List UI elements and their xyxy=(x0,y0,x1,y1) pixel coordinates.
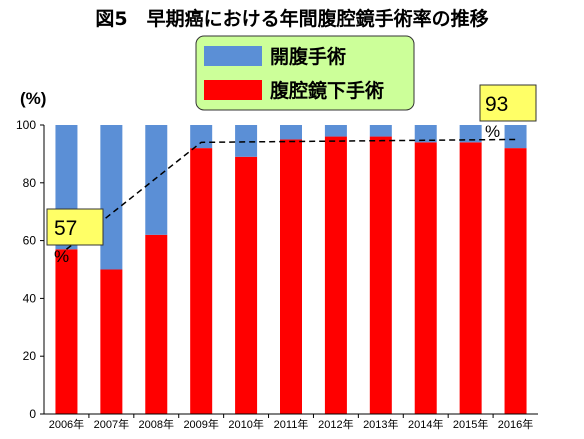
callout-unit-2016: % xyxy=(485,122,500,141)
legend-swatch-open xyxy=(204,46,262,66)
bar-open xyxy=(459,125,482,143)
bar-laparoscopic xyxy=(235,156,258,415)
y-axis: 0 20 40 60 80 100 xyxy=(16,118,44,421)
callout-2006: 57 % xyxy=(46,208,104,266)
bar-open xyxy=(369,125,392,137)
bar-open xyxy=(280,125,302,140)
callout-box-2006 xyxy=(46,208,104,246)
bar-open xyxy=(414,125,437,143)
y-tick-label: 100 xyxy=(16,118,36,132)
bar-open xyxy=(100,125,123,270)
bars xyxy=(55,125,527,415)
y-tick-label: 20 xyxy=(23,349,37,363)
bar-laparoscopic xyxy=(145,234,168,414)
x-tick-label: 2007年 xyxy=(94,417,129,431)
x-tick-label: 2014年 xyxy=(408,417,443,431)
legend-label-laparoscopic: 腹腔鏡下手術 xyxy=(269,79,384,102)
bar-open xyxy=(190,125,213,149)
x-tick-label: 2009年 xyxy=(183,417,218,431)
bar-open xyxy=(504,125,527,149)
callout-unit-2006: % xyxy=(54,247,69,266)
legend-label-open: 開腹手術 xyxy=(270,45,346,68)
chart-title: 図5 早期癌における年間腹腔鏡手術率の推移 xyxy=(95,7,488,30)
callout-value-2016: 93 xyxy=(485,93,508,116)
y-tick-label: 80 xyxy=(23,176,37,190)
callout-box-2016 xyxy=(479,84,537,122)
callout-2016: 93 % xyxy=(479,84,537,141)
bar-laparoscopic xyxy=(369,136,392,414)
legend: 開腹手術 腹腔鏡下手術 xyxy=(195,35,415,111)
x-tick-label: 2016年 xyxy=(498,417,533,431)
x-tick-label: 2010年 xyxy=(228,417,263,431)
callout-value-2006: 57 xyxy=(54,217,77,240)
bar-laparoscopic xyxy=(100,269,123,414)
bar-laparoscopic xyxy=(55,249,78,414)
x-tick-label: 2006年 xyxy=(49,417,84,431)
legend-swatch-laparoscopic xyxy=(204,80,262,100)
y-tick-label: 0 xyxy=(29,407,36,421)
x-axis: 2006年 2007年 2008年 2009年 2010年 2011年 2012年 2013年… xyxy=(49,414,533,431)
bar-open xyxy=(145,125,168,235)
bar-laparoscopic xyxy=(504,148,527,414)
bar-laparoscopic xyxy=(190,148,213,414)
bar-laparoscopic xyxy=(324,136,347,414)
x-tick-label: 2008年 xyxy=(139,417,174,431)
bar-laparoscopic xyxy=(414,142,437,414)
bar-open xyxy=(324,125,347,137)
bar-open xyxy=(235,125,258,157)
trend-line xyxy=(65,138,516,250)
y-tick-label: 60 xyxy=(23,234,37,248)
bar-laparoscopic xyxy=(459,142,482,414)
y-tick-label: 40 xyxy=(23,291,37,305)
bar-laparoscopic xyxy=(280,139,302,414)
x-tick-label: 2012年 xyxy=(318,417,353,431)
x-tick-label: 2013年 xyxy=(363,417,398,431)
x-tick-label: 2011年 xyxy=(274,417,309,431)
x-tick-label: 2015年 xyxy=(453,417,488,431)
y-axis-unit: (%) xyxy=(20,89,46,108)
